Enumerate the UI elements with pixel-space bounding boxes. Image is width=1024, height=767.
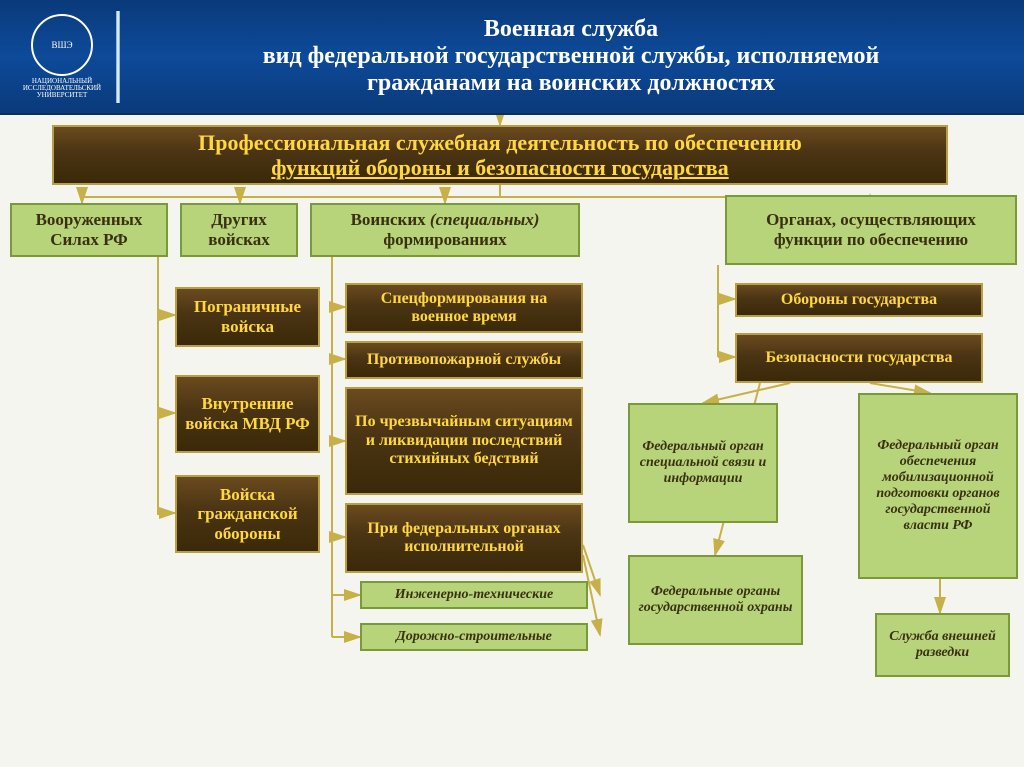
row2-organs: Органах, осуществляющих функции по обесп…: [725, 195, 1017, 265]
col_organs_sub-foreign-intel: Служба внешней разведки: [875, 613, 1010, 677]
row2-armed-forces: Вооруженных Силах РФ: [10, 203, 168, 257]
col_other-civil-defense: Войска гражданской обороны: [175, 475, 320, 553]
title-line-1: Военная служба: [130, 16, 1012, 43]
logo-text: ВШЭ: [51, 40, 72, 50]
col_organs_top-security-state: Безопасности государства: [735, 333, 983, 383]
title-line-2: вид федеральной государственной службы, …: [130, 43, 1012, 70]
col_formations_sub-road-building: Дорожно-строительные: [360, 623, 588, 651]
row2-other-troops: Других войсках: [180, 203, 298, 257]
header: ВШЭ НАЦИОНАЛЬНЫЙ ИССЛЕДОВАТЕЛЬСКИЙ УНИВЕ…: [0, 0, 1024, 115]
row2-military-formations: Воинских (специальных) формированиях: [310, 203, 580, 257]
root-line1: Профессиональная служебная деятельность …: [198, 130, 802, 155]
header-separator: [116, 11, 120, 103]
root-box: Профессиональная служебная деятельность …: [52, 125, 948, 185]
col_organs_top-defense-state: Обороны государства: [735, 283, 983, 317]
col_organs_sub-fed-comm: Федеральный орган специальной связи и ин…: [628, 403, 778, 523]
col_organs_sub-fed-mobil: Федеральный орган обеспечения мобилизаци…: [858, 393, 1018, 579]
col_other-border-troops: Пограничные войска: [175, 287, 320, 347]
diagram-canvas: Профессиональная служебная деятельность …: [0, 115, 1024, 767]
logo-subtitle: НАЦИОНАЛЬНЫЙ ИССЛЕДОВАТЕЛЬСКИЙ УНИВЕРСИТ…: [12, 78, 112, 99]
root-line2: функций обороны и безопасности государст…: [271, 155, 728, 180]
logo-circle: ВШЭ: [31, 14, 93, 76]
col_organs_sub-fed-guard: Федеральные органы государственной охран…: [628, 555, 803, 645]
page-title: Военная служба вид федеральной государст…: [130, 16, 1012, 97]
col_formations_sub-engineering: Инженерно-технические: [360, 581, 588, 609]
col_formations-federal-exec: При федеральных органах исполнительной: [345, 503, 583, 573]
title-line-3: гражданами на воинских должностях: [130, 70, 1012, 97]
col_formations-fire-service: Противопожарной службы: [345, 341, 583, 379]
col_formations-spec-formations: Спецформирования на военное время: [345, 283, 583, 333]
logo: ВШЭ НАЦИОНАЛЬНЫЙ ИССЛЕДОВАТЕЛЬСКИЙ УНИВЕ…: [12, 14, 112, 99]
col_other-internal-troops: Внутренние войска МВД РФ: [175, 375, 320, 453]
col_formations-emergency: По чрезвычайным ситуациям и ликвидации п…: [345, 387, 583, 495]
